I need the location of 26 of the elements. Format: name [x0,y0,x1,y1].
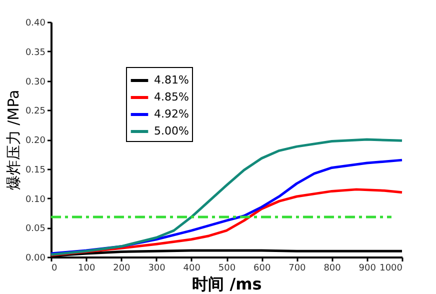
y-tick-label: 0.20 [25,136,46,146]
x-tick-label: 600 [254,264,271,274]
y-tick-label: 0.05 [25,224,46,234]
y-tick-label: 0.40 [25,18,46,28]
x-axis-title: 时间 /ms [192,274,262,294]
y-tick-label: 0.30 [25,77,46,88]
x-tick-label: 0 [52,264,58,274]
x-tick-label: 900 [358,264,376,274]
x-tick-label: 200 [113,264,131,274]
x-tick-label: 100 [78,264,96,274]
y-tick-label: 0.25 [25,106,46,117]
x-tick-label: 800 [324,264,342,274]
legend-label: 5.00% [154,124,189,138]
x-tick-label: 1000 [380,264,403,274]
x-tick-label: 400 [183,264,201,274]
x-tick-label: 500 [218,264,236,274]
legend-label: 4.81% [154,74,189,86]
y-tick-label: 0.15 [25,165,46,176]
y-tick-label: 0.35 [25,48,46,58]
x-tick-label: 300 [148,264,166,274]
x-tick-label: 700 [288,264,306,274]
legend-label: 4.92% [154,108,189,120]
legend-label: 4.85% [154,90,189,104]
y-tick-label: 0.10 [25,194,46,205]
y-axis-title: 爆炸压力 /MPa [4,90,22,190]
y-tick-label: 0.00 [25,254,46,264]
